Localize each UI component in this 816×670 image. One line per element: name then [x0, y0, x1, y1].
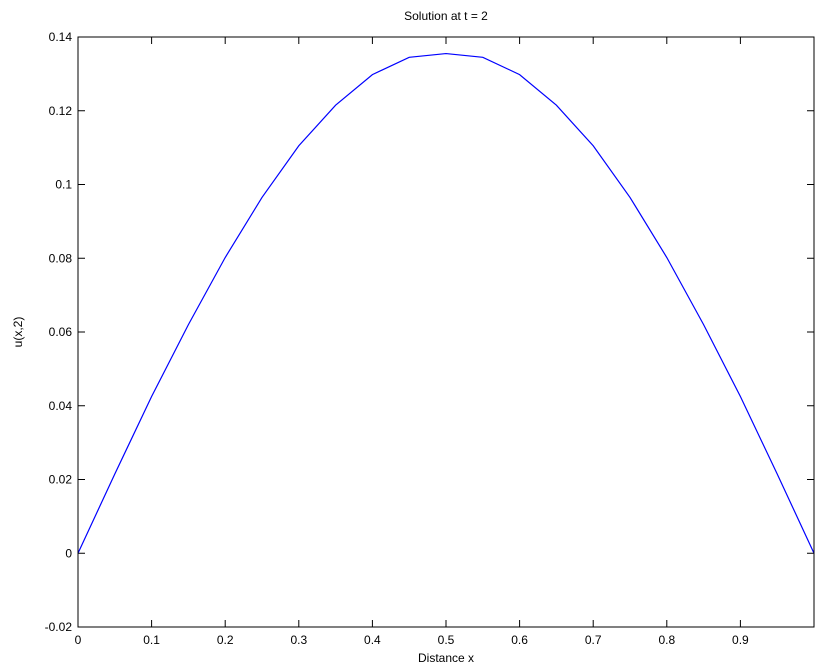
x-tick-label: 0.8: [658, 633, 675, 647]
x-tick-label: 0.1: [143, 633, 160, 647]
tick-layer: 0 0.1 0.2 0.3 0.4 0.5 0.6 0.7 0.8 0.9-0.0200.020.…: [45, 30, 814, 647]
y-tick-label: 0.06: [49, 325, 73, 339]
y-tick-label: -0.02: [45, 620, 73, 634]
x-tick-label: 0.3: [290, 633, 307, 647]
x-tick-label: 0: [75, 633, 82, 647]
y-tick-label: 0.02: [49, 473, 73, 487]
y-tick-label: 0: [65, 546, 72, 560]
series-layer: [77, 52, 815, 554]
x-axis-title: Distance x: [418, 651, 474, 665]
x-tick-label: 0.4: [364, 633, 381, 647]
x-tick-label: 0.5: [438, 633, 455, 647]
y-tick-label: 0.1: [55, 178, 72, 192]
x-tick-label: 0.7: [585, 633, 602, 647]
y-tick-label: 0.08: [49, 251, 73, 265]
x-tick-label: 0.2: [217, 633, 234, 647]
x-tick-label: 0.9: [732, 633, 749, 647]
plot-frame: [77, 36, 815, 628]
series-line: [77, 52, 815, 554]
x-tick-label: 0.6: [511, 633, 528, 647]
chart-title: Solution at t = 2: [404, 9, 488, 23]
y-axis-title: u(x,2): [11, 317, 25, 348]
y-tick-label: 0.12: [49, 104, 73, 118]
y-tick-label: 0.14: [49, 30, 73, 44]
y-tick-label: 0.04: [49, 399, 73, 413]
